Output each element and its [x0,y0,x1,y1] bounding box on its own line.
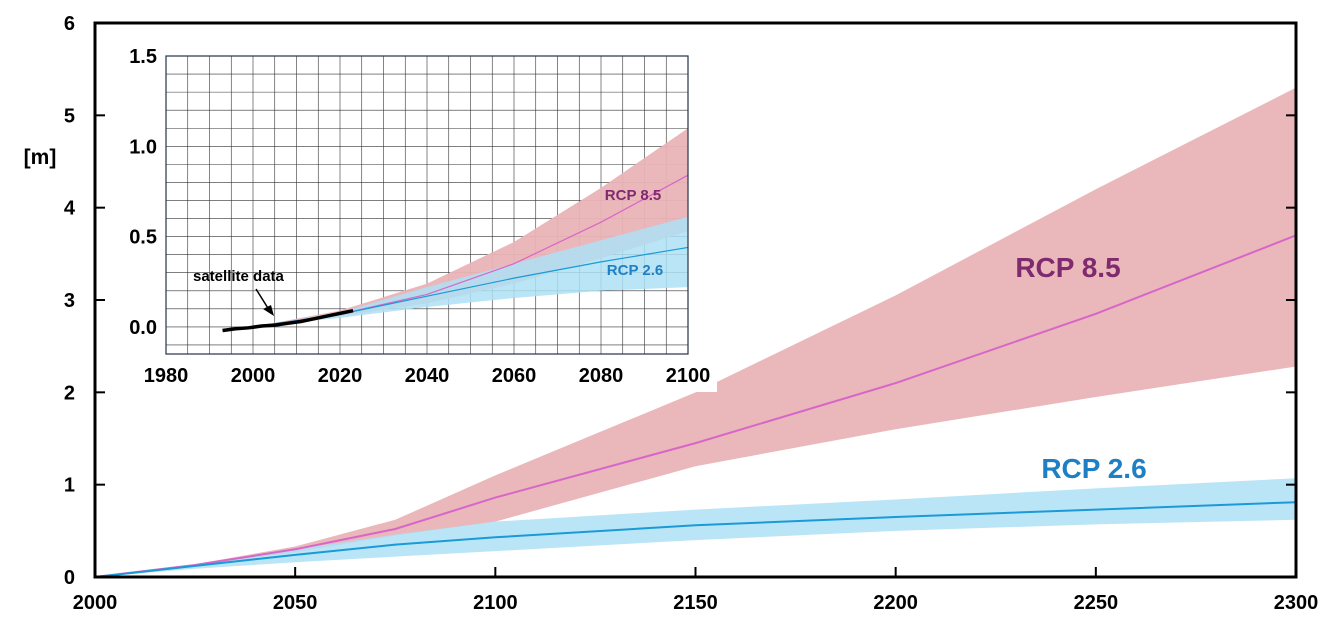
inset-x-tick-label: 2040 [405,365,450,387]
satellite-annotation-arrowhead [263,305,274,316]
satellite-data-annotation: satellite data [193,268,285,285]
main-rcp85-median-line [94,234,1297,578]
main-y-tick-label: 2 [64,382,75,404]
rcp85-label: RCP 8.5 [1015,252,1120,283]
inset-rcp26-uncertainty-band [253,216,688,327]
main-y-tick-label: 6 [64,13,75,35]
inset-x-tick-label: 2060 [492,365,537,387]
inset-y-tick-label: 0.5 [129,227,157,249]
inset-x-tick-label: 2000 [231,365,276,387]
inset-y-tick-label: 0.0 [129,317,157,339]
inset-rcp26-label: RCP 2.6 [607,262,663,279]
main-x-tick-label: 2100 [473,592,518,614]
inset-y-tick-label: 1.5 [129,46,157,68]
inset-x-tick-label: 2100 [666,365,711,387]
inset-plot-frame [165,55,689,355]
inset-rcp85-label: RCP 8.5 [605,187,661,204]
inset-x-tick-label: 2020 [318,365,363,387]
main-x-tick-label: 2200 [873,592,918,614]
main-y-tick-label: 0 [64,567,75,589]
main-y-tick-label: 5 [64,105,75,127]
main-x-tick-label: 2150 [673,592,718,614]
inset-x-tick-label: 1980 [144,365,189,387]
main-x-tick-label: 2300 [1274,592,1319,614]
main-y-tick-label: 4 [64,198,76,220]
main-y-tick-label: 3 [64,290,75,312]
main-x-tick-label: 2250 [1074,592,1119,614]
main-x-tick-label: 2050 [273,592,318,614]
inset-y-tick-label: 1.0 [129,136,157,158]
inset-plot: 1980 2000 2020 2040 2060 2080 2100 0.0 0.5 1.0 1.5… [105,40,717,392]
main-rcp85-uncertainty-band [95,87,1296,577]
inset-x-tick-label: 2080 [579,365,624,387]
main-rcp26-median-line [94,501,1297,578]
main-y-axis-label: [m] [24,146,57,169]
main-rcp26-uncertainty-band [95,478,1296,577]
satellite-data-line [222,308,354,333]
rcp26-label: RCP 2.6 [1041,453,1146,484]
main-x-tick-label: 2000 [73,592,118,614]
main-y-tick-label: 1 [64,475,75,497]
